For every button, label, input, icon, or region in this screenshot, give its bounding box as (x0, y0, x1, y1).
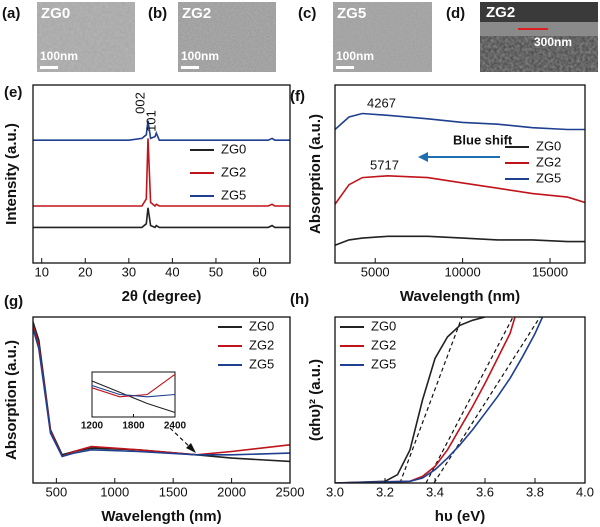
x-axis-label: Wavelength (nm) (400, 288, 520, 305)
sem-c (333, 2, 432, 72)
panel-label: (a) (2, 5, 20, 22)
annotation: 002 (132, 92, 147, 114)
sem-a (37, 2, 135, 72)
series-line (335, 174, 585, 205)
x-tick-label: 4.0 (576, 484, 594, 499)
legend-label: ZG2 (249, 337, 274, 352)
y-axis-label: Absorption (a.u.) (307, 114, 324, 234)
x-tick-label: 40 (165, 264, 179, 279)
series-line (335, 112, 585, 131)
x-tick-label: 60 (252, 264, 266, 279)
x-tick-label: 30 (122, 264, 136, 279)
x-tick-label: 50 (209, 264, 223, 279)
scale-label: 100nm (40, 49, 78, 63)
legend-label: ZG5 (249, 356, 274, 371)
image-name: ZG2 (182, 5, 211, 22)
series-line (335, 317, 486, 483)
y-axis-label: Absorption (a.u.) (3, 340, 20, 460)
legend-label: ZG5 (371, 356, 396, 371)
x-tick-label: 15000 (532, 264, 568, 279)
image-name: ZG2 (486, 4, 515, 21)
series-line (33, 120, 290, 141)
panel-label: (e) (4, 84, 22, 101)
annotation: 5717 (370, 157, 399, 172)
legend-label: ZG0 (371, 318, 396, 333)
legend-label: ZG2 (371, 337, 396, 352)
x-tick-label: 3.2 (376, 484, 394, 499)
inset-background (91, 371, 176, 418)
x-tick-label: 5000 (361, 264, 390, 279)
panel-label: (d) (446, 5, 465, 22)
panel-label: (f) (290, 88, 305, 105)
legend-label: ZG2 (536, 154, 561, 169)
annotation: Blue shift (453, 132, 513, 147)
sem-d (480, 2, 598, 72)
plot-frame (334, 316, 586, 484)
image-name: ZG0 (41, 5, 70, 22)
x-tick-label: 2500 (276, 484, 305, 499)
x-tick-label: 10 (34, 264, 48, 279)
y-axis-label: (αhυ)² (a.u.) (307, 359, 324, 441)
series-line (335, 235, 585, 246)
inset-x-tick-label: 1800 (122, 421, 145, 432)
x-axis-label: Wavelength (nm) (101, 508, 221, 525)
series-line (335, 317, 544, 483)
x-tick-label: 3.4 (426, 484, 444, 499)
sem-b (178, 2, 276, 72)
y-axis-label: Intensity (a.u.) (3, 123, 20, 225)
x-tick-label: 3.0 (326, 484, 344, 499)
x-tick-label: 1500 (159, 484, 188, 499)
legend-label: ZG0 (249, 318, 274, 333)
scale-label: 100nm (181, 49, 219, 63)
x-tick-label: 2000 (217, 484, 246, 499)
inset-x-tick-label: 2400 (164, 421, 187, 432)
plot-frame (32, 316, 291, 484)
x-tick-label: 1000 (100, 484, 129, 499)
annotation: 4267 (367, 95, 396, 110)
x-axis-label: 2θ (degree) (122, 288, 202, 305)
x-tick-label: 20 (78, 264, 92, 279)
legend-label: ZG2 (221, 164, 246, 179)
panel-label: (c) (298, 5, 316, 22)
legend-label: ZG0 (536, 138, 561, 153)
x-tick-label: 10000 (445, 264, 481, 279)
x-tick-label: 3.6 (476, 484, 494, 499)
legend-label: ZG5 (536, 170, 561, 185)
inset-line (91, 384, 176, 398)
scale-label: 300nm (534, 35, 572, 49)
plot-frame (32, 84, 291, 264)
legend-label: ZG0 (221, 141, 246, 156)
x-tick-label: 3.8 (526, 484, 544, 499)
legend-label: ZG5 (221, 187, 246, 202)
shift-arrow (418, 152, 500, 162)
image-name: ZG5 (337, 5, 366, 22)
panel-label: (h) (290, 291, 309, 308)
fit-lines (399, 316, 541, 484)
series-line (33, 207, 290, 229)
plot-frame (334, 84, 586, 264)
x-tick-label: 500 (46, 484, 68, 499)
series-line (335, 317, 516, 483)
annotation: 101 (143, 110, 158, 132)
scale-label: 100nm (336, 49, 374, 63)
panel-label: (g) (4, 293, 23, 310)
series-line (33, 328, 290, 458)
inset-x-tick-label: 1200 (81, 421, 104, 432)
series-line (33, 138, 290, 208)
inset-line (91, 380, 176, 414)
x-axis-label: hυ (eV) (435, 508, 485, 525)
inset-arrow (169, 427, 196, 453)
panel-label: (b) (148, 5, 167, 22)
